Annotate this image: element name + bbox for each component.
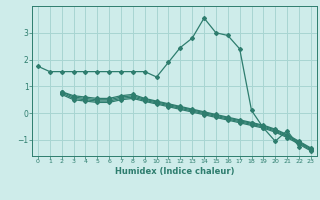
X-axis label: Humidex (Indice chaleur): Humidex (Indice chaleur) xyxy=(115,167,234,176)
